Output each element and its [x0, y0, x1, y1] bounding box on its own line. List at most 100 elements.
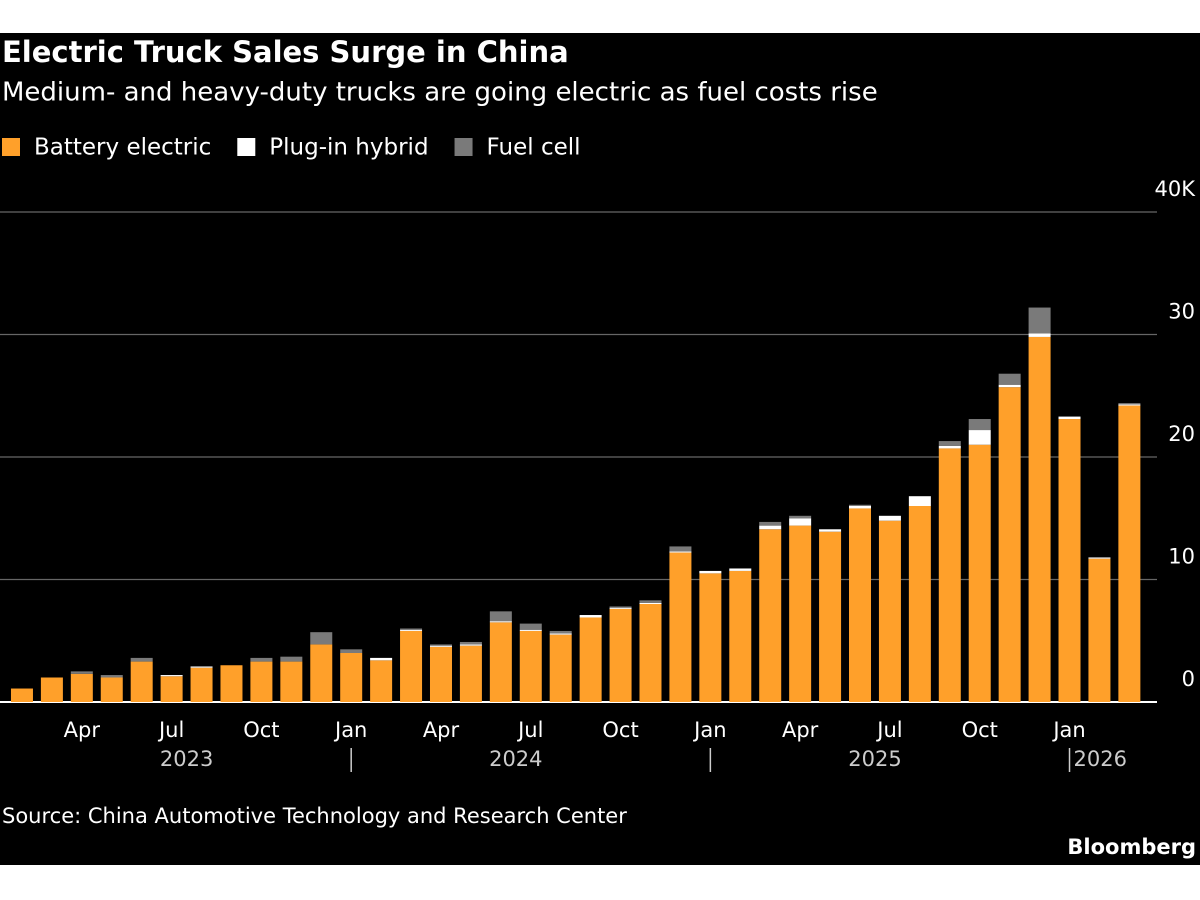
- bar-segment: [549, 634, 572, 702]
- bar-segment: [968, 419, 991, 431]
- bar-segment: [310, 632, 333, 645]
- legend-label: Plug-in hybrid: [269, 135, 428, 161]
- bar-segment: [429, 646, 452, 702]
- bar-segment: [370, 657, 393, 661]
- year-label: 2024: [489, 747, 542, 771]
- bar-segment: [938, 445, 961, 449]
- chart-subtitle: Medium- and heavy-duty trucks are going …: [2, 78, 878, 108]
- bar-segment: [70, 673, 93, 702]
- bar-segment: [819, 531, 842, 702]
- bar-segment: [998, 373, 1021, 385]
- x-tick-label: Jan: [333, 718, 367, 742]
- bar-segment: [220, 665, 243, 702]
- bar-segment: [340, 649, 363, 653]
- bar-segment: [1028, 307, 1051, 334]
- bar-segment: [789, 525, 812, 702]
- year-label: 2023: [160, 747, 213, 771]
- x-tick-label: Oct: [243, 718, 279, 742]
- bar-segment: [549, 633, 572, 635]
- bar-segment: [370, 660, 393, 702]
- y-tick-label: 40K: [1155, 177, 1197, 201]
- year-label: 2025: [848, 747, 901, 771]
- bar-segment: [819, 529, 842, 532]
- bar-segment: [70, 671, 93, 674]
- bar-segment: [459, 645, 482, 702]
- y-tick-label: 10: [1168, 545, 1195, 569]
- bar-segment: [519, 623, 542, 630]
- bar-segment: [609, 606, 632, 608]
- bar-segment: [729, 570, 752, 702]
- y-tick-label: 20: [1168, 422, 1195, 446]
- bar-segment: [519, 630, 542, 702]
- bar-segment: [1028, 336, 1051, 702]
- bar-segment: [669, 546, 692, 552]
- bar-segment: [998, 384, 1021, 388]
- bar-segment: [489, 611, 512, 622]
- legend-swatch: [454, 138, 473, 156]
- brand: Bloomberg: [1067, 835, 1196, 859]
- bar-segment: [130, 657, 153, 662]
- bar-segment: [1088, 558, 1111, 702]
- bar-segment: [669, 551, 692, 553]
- x-tick-label: Apr: [64, 718, 101, 742]
- bar-segment: [639, 604, 662, 702]
- bar-segment: [1118, 403, 1141, 405]
- bar-segment: [849, 504, 872, 506]
- bar-segment: [968, 444, 991, 702]
- bar-segment: [160, 675, 183, 677]
- bar-segment: [759, 521, 782, 526]
- x-tick-label: Jan: [692, 718, 726, 742]
- y-tick-label: 30: [1168, 300, 1195, 324]
- bar-segment: [908, 506, 931, 702]
- bar-segment: [1088, 557, 1111, 559]
- year-label: 2026: [1074, 747, 1127, 771]
- bar-segment: [1028, 333, 1051, 337]
- bar-segment: [789, 518, 812, 526]
- bar-segment: [669, 552, 692, 702]
- chart-title: Electric Truck Sales Surge in China: [2, 35, 569, 69]
- bar-segment: [130, 661, 153, 702]
- bar-segment: [340, 653, 363, 702]
- legend-swatch: [237, 138, 256, 156]
- legend-swatch: [2, 138, 20, 156]
- legend-label: Fuel cell: [487, 135, 581, 161]
- bar-segment: [280, 656, 303, 662]
- x-tick-label: Apr: [423, 718, 460, 742]
- bar-segment: [429, 644, 452, 646]
- bar-segment: [878, 515, 901, 521]
- bar-segment: [908, 496, 931, 506]
- bar-segment: [459, 644, 482, 646]
- bar-segment: [789, 515, 812, 519]
- bar-segment: [1058, 419, 1081, 702]
- bar-segment: [1118, 405, 1141, 702]
- bar-segment: [160, 676, 183, 702]
- bar-segment: [190, 666, 213, 668]
- bar-segment: [699, 570, 722, 574]
- bar-segment: [729, 568, 752, 571]
- y-tick-label: 0: [1182, 667, 1195, 691]
- bar-segment: [190, 667, 213, 702]
- bar-segment: [609, 607, 632, 609]
- bar-segment: [10, 688, 33, 702]
- bar-segment: [280, 661, 303, 702]
- bar-segment: [400, 630, 423, 702]
- bar-segment: [968, 430, 991, 445]
- bar-segment: [519, 629, 542, 631]
- x-tick-label: Jul: [875, 718, 902, 742]
- bar-segment: [849, 506, 872, 509]
- bar-segment: [759, 529, 782, 702]
- x-tick-label: Apr: [782, 718, 819, 742]
- bar-segment: [579, 617, 602, 702]
- legend-label: Battery electric: [34, 135, 211, 161]
- bar-segment: [250, 657, 273, 662]
- bar-segment: [250, 661, 273, 702]
- bar-segment: [1118, 404, 1141, 406]
- x-tick-label: Oct: [962, 718, 998, 742]
- bar-segment: [699, 573, 722, 702]
- x-tick-label: Jul: [157, 718, 184, 742]
- bar-segment: [429, 645, 452, 647]
- bar-segment: [400, 629, 423, 631]
- x-tick-label: Oct: [602, 718, 638, 742]
- bar-segment: [998, 387, 1021, 702]
